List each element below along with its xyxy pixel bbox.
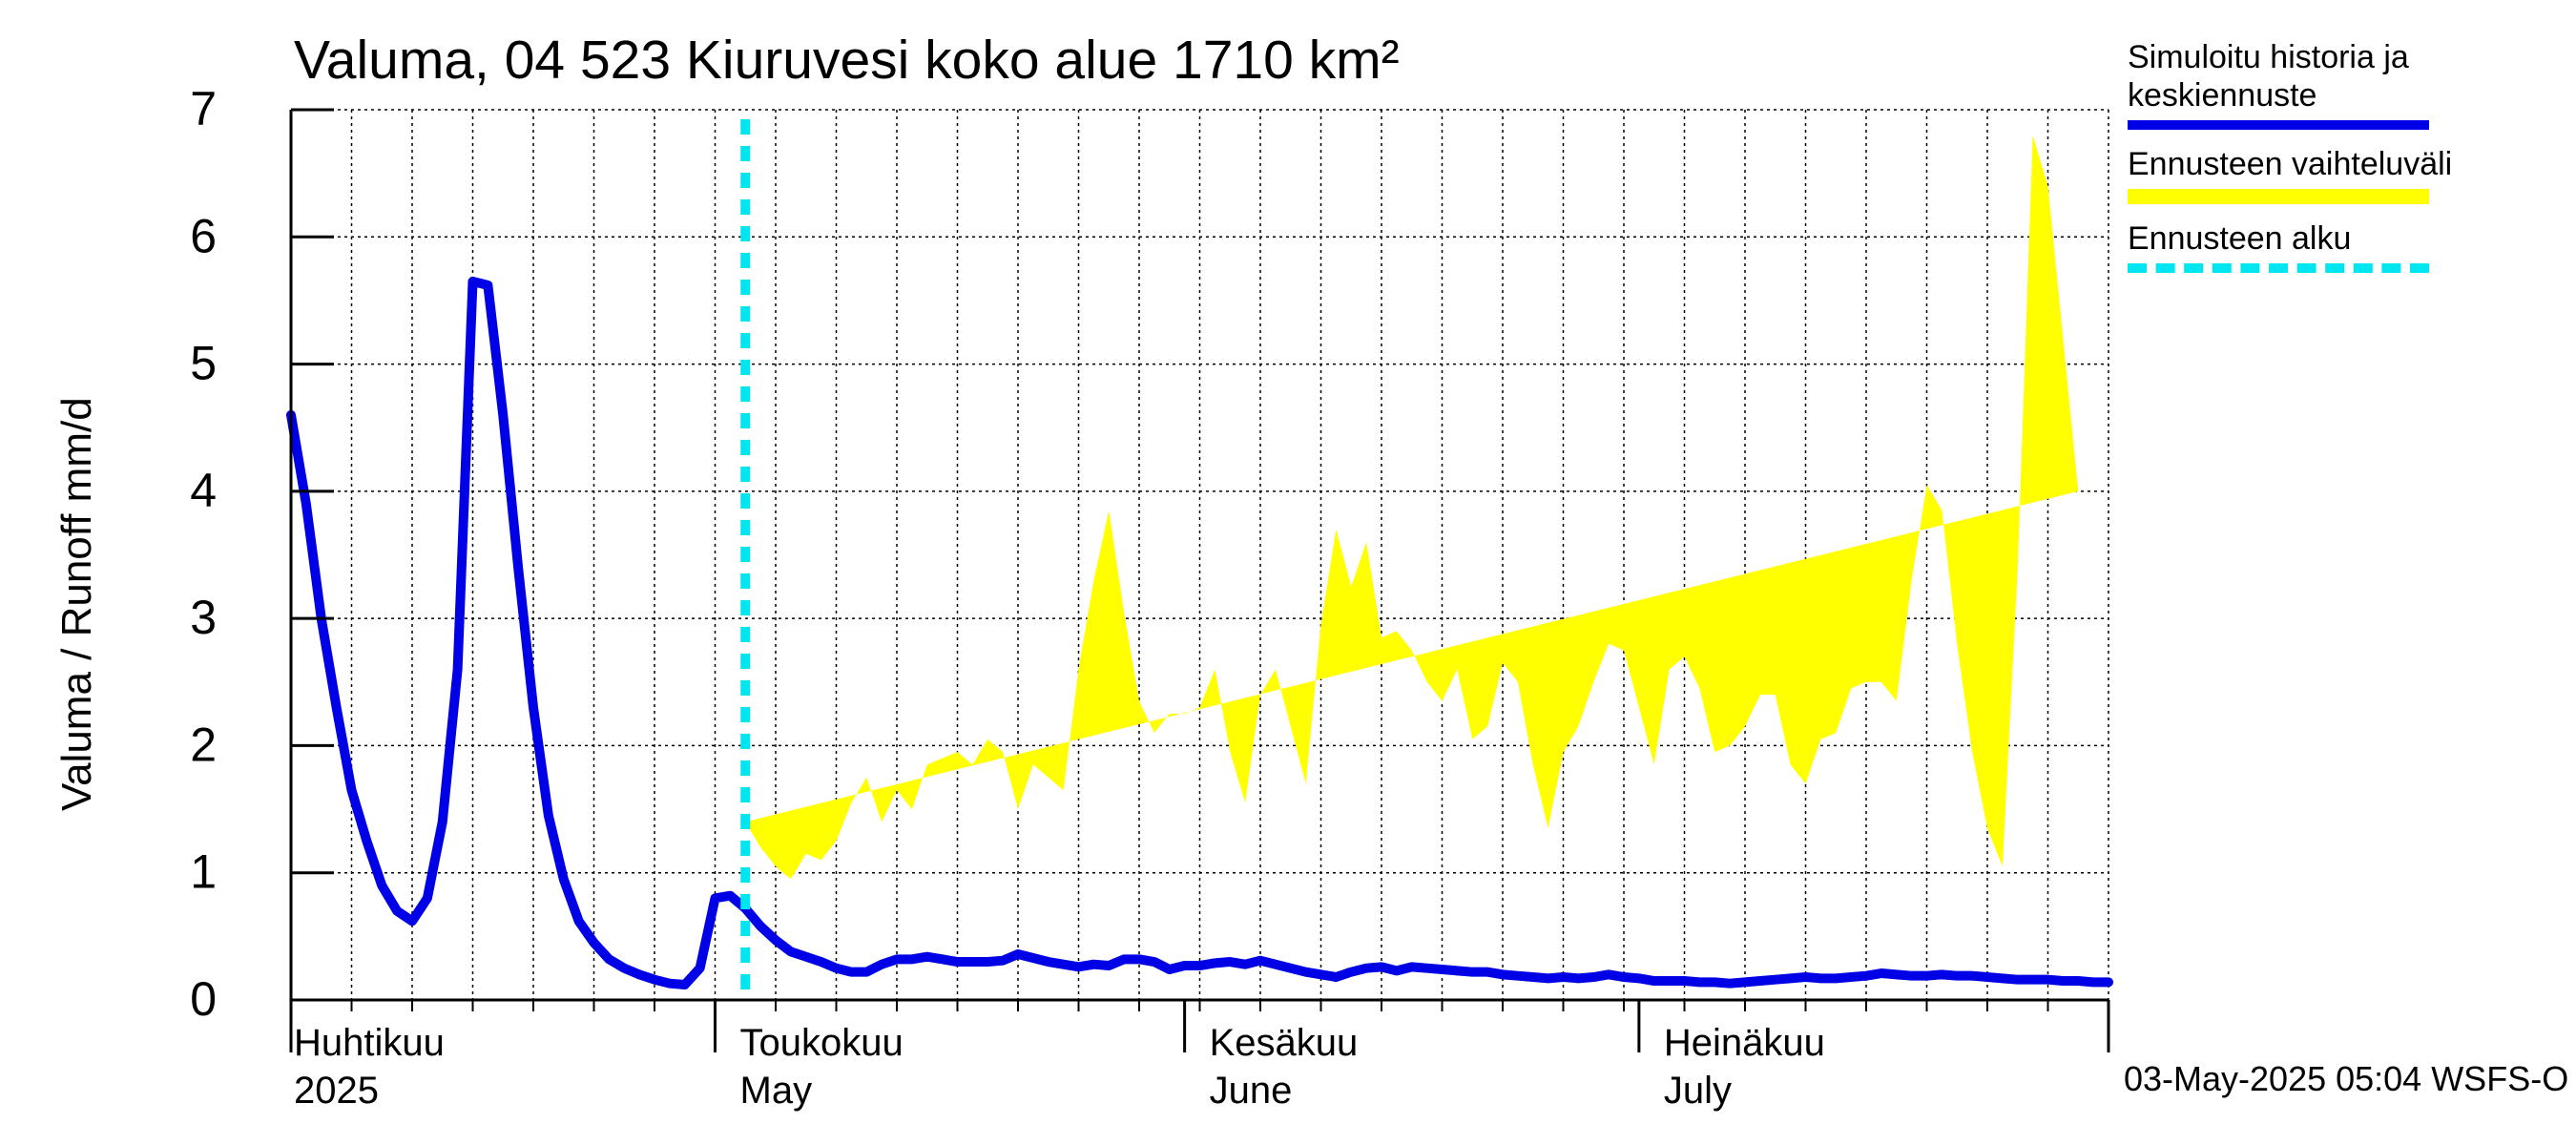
month-label-fi: Heinäkuu [1664,1022,1825,1064]
timestamp-footer: 03-May-2025 05:04 WSFS-O [2124,1059,2569,1098]
legend-entry-range: Ennusteen vaihteluväli [2128,145,2547,204]
legend-label-simulated: Simuloitu historia ja keskiennuste [2128,39,2409,114]
y-tick-labels: 0 1 2 3 4 5 6 7 [190,82,217,1026]
y-tick-label: 3 [190,591,217,644]
month-label-fi: Kesäkuu [1210,1022,1359,1064]
chart-title: Valuma, 04 523 Kiuruvesi koko alue 1710 … [294,30,1400,91]
month-label-fi: Huhtikuu [294,1022,445,1064]
month-label-en: May [740,1070,813,1112]
month-label-en: June [1210,1070,1293,1112]
legend-entry-forecast-start: Ennusteen alku [2128,219,2547,273]
legend-label-forecast-start: Ennusteen alku [2128,220,2352,257]
legend-label-range: Ennusteen vaihteluväli [2128,146,2453,182]
month-label-fi: Toukokuu [740,1022,904,1064]
y-tick-label: 1 [190,845,217,899]
legend-swatch-line [2128,120,2429,130]
simulated-runoff-line [286,276,2113,990]
y-tick-label: 7 [190,82,217,135]
legend: Simuloitu historia ja keskiennuste Ennus… [2128,38,2547,288]
legend-swatch-band [2128,189,2429,204]
series-layer [286,276,2113,990]
y-tick-label: 0 [190,972,217,1026]
forecast-range-band [745,135,2079,880]
legend-swatch-dash [2128,263,2429,273]
forecast-band-area [745,135,2079,880]
x-month-labels: Huhtikuu 2025 Toukokuu May Kesäkuu June Heinäk… [294,1022,1825,1112]
month-label-en: 2025 [294,1070,379,1112]
axes [289,108,2110,1052]
y-tick-label: 5 [190,337,217,390]
y-tick-label: 6 [190,209,217,262]
month-label-en: July [1664,1070,1732,1112]
y-tick-label: 4 [190,464,217,517]
y-axis-label: Valuma / Runoff mm/d [53,397,100,811]
y-tick-label: 2 [190,718,217,771]
legend-entry-simulated: Simuloitu historia ja keskiennuste [2128,38,2547,130]
grid-lines [291,109,2109,1001]
